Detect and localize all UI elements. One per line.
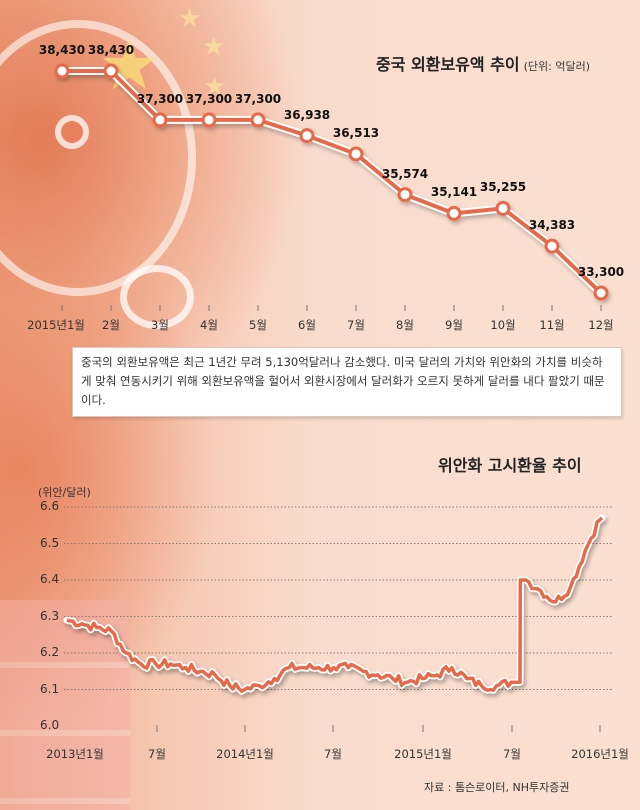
data-value-label: 37,300 [136, 91, 184, 106]
x-axis-label: 9월 [445, 318, 463, 332]
data-point-marker [250, 112, 266, 128]
y-axis-label: 6.0 [40, 718, 60, 732]
x-axis-label: 6월 [298, 318, 316, 332]
data-point-marker [54, 63, 70, 79]
data-value-label: 33,300 [577, 265, 625, 279]
y-axis-label: 6.1 [40, 681, 60, 696]
data-point-marker [446, 205, 462, 221]
y-axis-label: 6.6 [40, 499, 60, 513]
x-axis-label: 7월 [347, 318, 365, 332]
reserves-chart-title: 중국 외환보유액 추이 (단위: 억달러) [376, 51, 590, 75]
yuan-chart-title: 위안화 고시환율 추이 [438, 456, 582, 475]
x-axis-label: 10월 [490, 318, 516, 332]
x-axis-label: 8월 [396, 318, 414, 332]
data-value-label: 38,430 [87, 43, 135, 57]
x-axis-label: 2월 [102, 318, 120, 332]
x-axis-label: 2016년1월 [571, 747, 629, 761]
yuan-x-ticks [156, 725, 601, 732]
dragon-claw-decoration [120, 265, 194, 329]
x-axis-label: 2015년1월 [394, 747, 452, 761]
x-axis-label: 7월 [324, 747, 342, 761]
data-value-label: 35,574 [381, 166, 429, 181]
y-axis-label: 6.5 [40, 535, 60, 550]
info-text-box: 중국의 외환보유액은 최근 1년간 무려 5,130억달러나 감소했다. 미국 … [72, 347, 622, 417]
x-axis-label: 12월 [588, 318, 614, 332]
data-point-marker [348, 146, 364, 162]
data-value-label: 37,300 [234, 91, 282, 106]
reserves-line [62, 69, 603, 295]
x-axis-label: 4월 [200, 318, 218, 332]
reserves-line-chart [54, 63, 609, 311]
data-point-marker [201, 112, 217, 128]
data-point-marker [103, 63, 119, 79]
data-value-label: 35,255 [479, 180, 527, 195]
x-axis-label: 3월 [151, 318, 169, 332]
reserves-unit-label: (단위: 억달러) [523, 60, 591, 73]
data-point-marker [299, 128, 315, 144]
data-point-marker [152, 112, 168, 128]
source-caption: 자료 : 톰슨로이터, NH투자증권 [424, 781, 570, 794]
x-axis-label: 7월 [148, 747, 166, 761]
flag-star-small-icon: ★ [202, 32, 226, 62]
data-value-label: 36,513 [332, 125, 380, 140]
yuan-y-unit-label: (위안/달러) [38, 486, 91, 499]
x-axis-label: 2015년1월 [27, 318, 85, 332]
data-point-marker [544, 238, 560, 254]
dragon-decoration [0, 20, 196, 296]
y-axis-label: 6.4 [40, 572, 60, 586]
flag-star-small-icon: ★ [178, 4, 202, 34]
yuan-gridlines [64, 506, 612, 690]
x-axis-label: 7월 [503, 747, 521, 761]
x-axis-label: 11월 [539, 318, 565, 332]
reserves-x-ticks [61, 305, 602, 311]
reserves-title-text: 중국 외환보유액 추이 [376, 55, 520, 74]
data-point-marker [593, 285, 609, 301]
data-value-label: 37,300 [185, 91, 233, 106]
data-value-label: 38,430 [38, 43, 86, 57]
data-point-marker [495, 200, 511, 216]
data-value-label: 34,383 [528, 218, 576, 233]
yuan-banknotes-image [0, 600, 130, 810]
yuan-line [66, 516, 604, 693]
reserves-markers [54, 63, 609, 301]
x-axis-label: 2013년1월 [46, 747, 104, 761]
y-axis-label: 6.3 [40, 608, 60, 623]
x-axis-label: 5월 [249, 318, 267, 332]
data-point-marker [397, 187, 413, 203]
flag-star-small-icon: ★ [203, 72, 227, 102]
data-value-label: 36,938 [283, 107, 331, 122]
dragon-eye-decoration [55, 115, 89, 149]
data-value-label: 35,141 [430, 185, 478, 200]
y-axis-label: 6.2 [40, 645, 60, 659]
x-axis-label: 2014년1월 [216, 747, 274, 761]
